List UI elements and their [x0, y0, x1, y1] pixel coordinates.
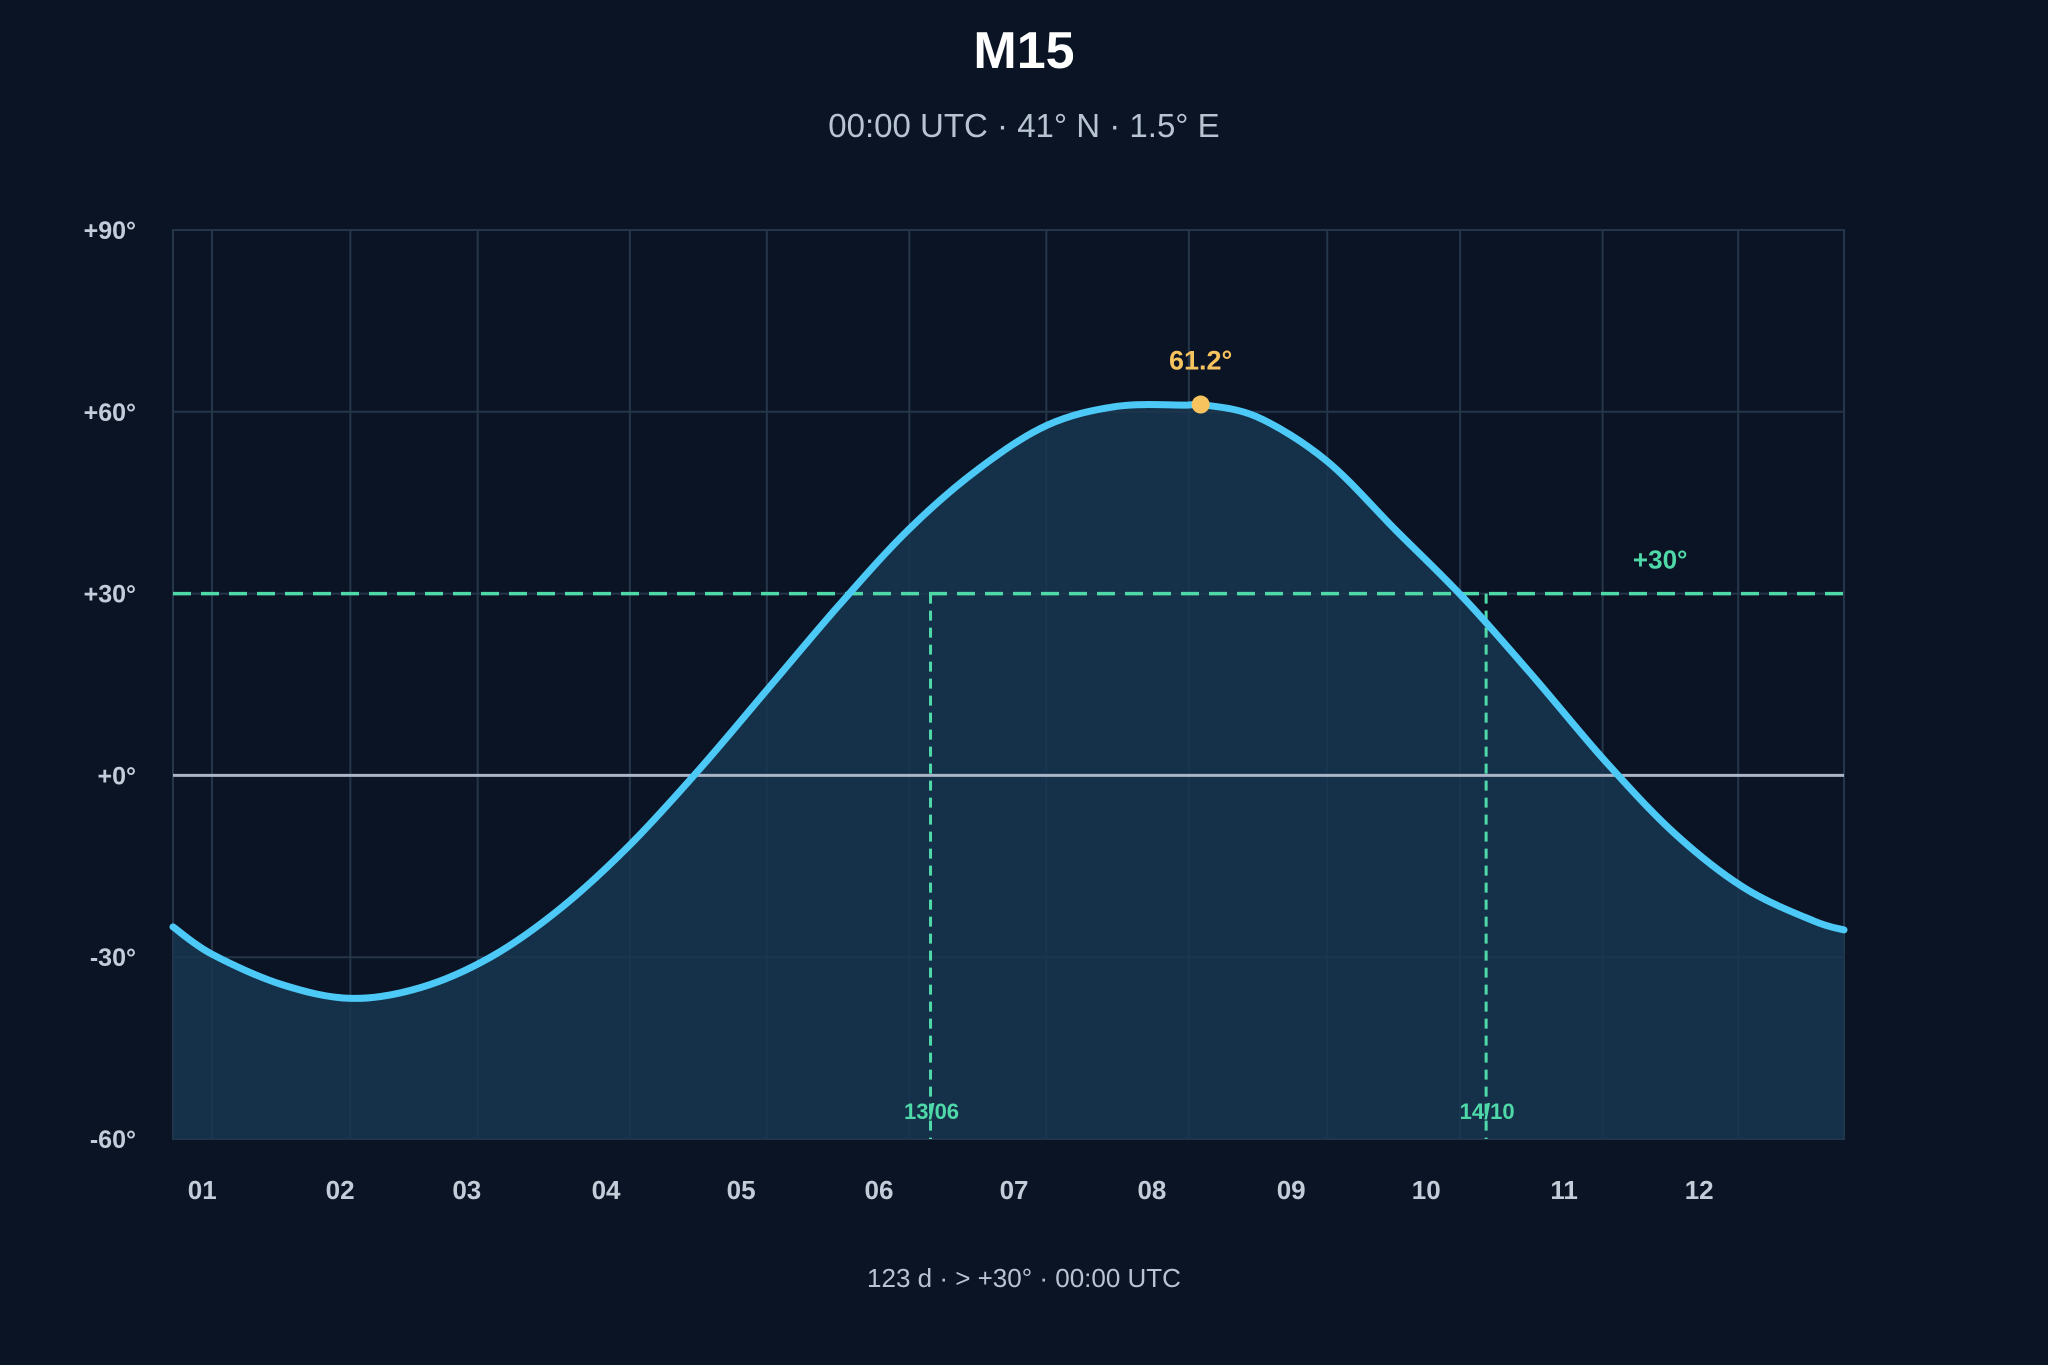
- altitude-curve: [169, 400, 1848, 1002]
- x-tick-label: 07: [1000, 1175, 1029, 1205]
- x-tick-label: 02: [326, 1175, 355, 1205]
- peak-marker: [1191, 395, 1210, 414]
- crossing-date-label: 13/06: [904, 1099, 959, 1124]
- x-tick-label: 09: [1277, 1175, 1306, 1205]
- x-tick-label: 05: [727, 1175, 756, 1205]
- x-tick-label: 03: [452, 1175, 481, 1205]
- y-tick-label: +90°: [84, 217, 136, 245]
- peak-value-label: 61.2°: [1169, 346, 1232, 376]
- chart-title: M15: [973, 22, 1074, 80]
- x-tick-label: 01: [188, 1175, 217, 1205]
- x-tick-label: 06: [865, 1175, 894, 1205]
- chart-subtitle: 00:00 UTC · 41° N · 1.5° E: [828, 107, 1219, 144]
- crossing-date-label: 14/10: [1460, 1099, 1515, 1124]
- chart-footer: 123 d · > +30° · 00:00 UTC: [867, 1263, 1181, 1293]
- threshold-label: +30°: [1633, 545, 1688, 575]
- altitude-area-fill: [173, 403, 1844, 1139]
- y-tick-label: +60°: [84, 399, 136, 427]
- x-tick-label: 11: [1550, 1175, 1578, 1205]
- y-tick-label: +30°: [84, 581, 136, 609]
- y-tick-label: -30°: [90, 944, 136, 972]
- x-tick-label: 12: [1685, 1175, 1714, 1205]
- x-tick-label: 10: [1412, 1175, 1441, 1205]
- plot-area: +90° +60° +30° +0° -30° -60° 01 02 03 04 05 06 07 08 0…: [84, 217, 1848, 1205]
- x-tick-label: 04: [592, 1175, 621, 1205]
- y-tick-label: -60°: [90, 1126, 136, 1154]
- y-tick-label: +0°: [97, 762, 136, 790]
- x-tick-label: 08: [1137, 1175, 1166, 1205]
